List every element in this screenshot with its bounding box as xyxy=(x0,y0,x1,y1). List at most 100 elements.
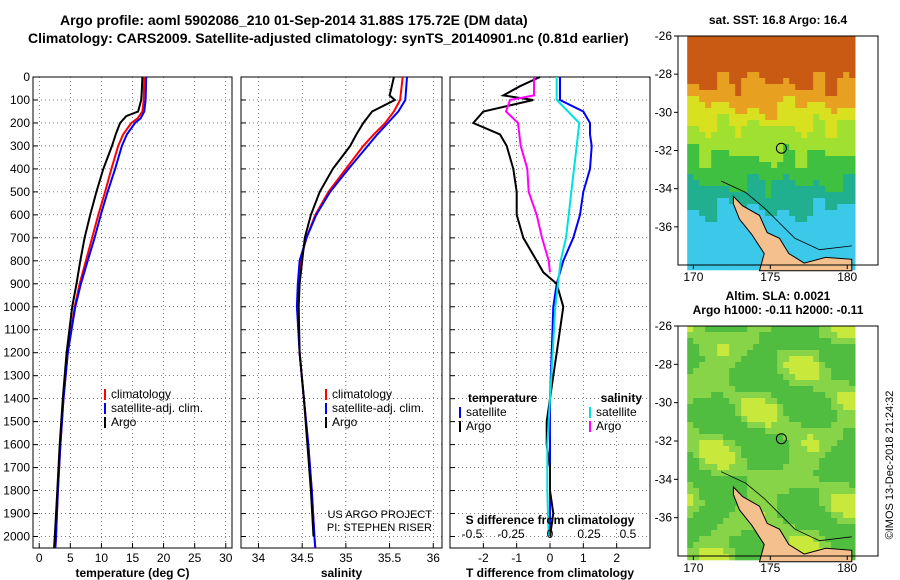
map-cell xyxy=(849,126,856,133)
x-tick-label: 170 xyxy=(683,270,703,284)
map-cell xyxy=(819,476,826,483)
map-cell xyxy=(765,512,772,519)
map-cell xyxy=(687,482,694,489)
map-cell xyxy=(747,114,754,121)
map-cell xyxy=(789,464,796,471)
map-cell xyxy=(837,542,844,549)
map-cell xyxy=(729,168,736,175)
map-cell xyxy=(777,108,784,115)
map-cell xyxy=(765,380,772,387)
map-cell xyxy=(705,392,712,399)
map-cell xyxy=(717,222,724,229)
map-cell xyxy=(711,222,718,229)
y-tick-label: 800 xyxy=(10,254,30,268)
y-tick-label: 1400 xyxy=(3,392,30,406)
map-cell xyxy=(843,422,850,429)
map-cell xyxy=(705,380,712,387)
map-cell xyxy=(711,356,718,363)
map-cell xyxy=(843,186,850,193)
map-cell xyxy=(825,90,832,97)
map-cell xyxy=(717,386,724,393)
map-cell xyxy=(699,380,706,387)
map-cell xyxy=(813,246,820,253)
map-cell xyxy=(765,186,772,193)
map-cell xyxy=(723,90,730,97)
map-cell xyxy=(777,380,784,387)
map-cell xyxy=(783,84,790,91)
map-cell xyxy=(723,252,730,259)
map-cell xyxy=(729,446,736,453)
map-cell xyxy=(717,392,724,399)
map-cell xyxy=(741,144,748,151)
map-cell xyxy=(765,72,772,79)
map-cell xyxy=(747,90,754,97)
map-cell xyxy=(849,386,856,393)
map-cell xyxy=(759,192,766,199)
map-cell xyxy=(759,162,766,169)
map-cell xyxy=(711,422,718,429)
map-cell xyxy=(747,162,754,169)
map-cell xyxy=(771,192,778,199)
map-cell xyxy=(723,332,730,339)
map-cell xyxy=(789,386,796,393)
map-cell xyxy=(807,530,814,537)
x-tick-label: 35 xyxy=(339,551,353,565)
map-cell xyxy=(693,326,700,333)
map-cell xyxy=(735,368,742,375)
map-cell xyxy=(837,204,844,211)
map-cell xyxy=(795,344,802,351)
map-cell xyxy=(699,234,706,241)
map-cell xyxy=(789,180,796,187)
map-cell xyxy=(747,138,754,145)
map-cell xyxy=(765,138,772,145)
map-cell xyxy=(777,198,784,205)
map-cell xyxy=(801,72,808,79)
map-cell xyxy=(693,338,700,345)
y-tick-label: 1200 xyxy=(3,346,30,360)
map-cell xyxy=(765,168,772,175)
map-cell xyxy=(795,102,802,109)
map-cell xyxy=(777,500,784,507)
map-cell xyxy=(693,530,700,537)
map-cell xyxy=(699,78,706,85)
map-cell xyxy=(699,350,706,357)
map-cell xyxy=(825,524,832,531)
map-cell xyxy=(729,234,736,241)
map-cell xyxy=(819,494,826,501)
imos-credit: ©IMOS 13-Dec-2018 21:24:32 xyxy=(884,391,896,540)
map-cell xyxy=(801,332,808,339)
map-cell xyxy=(831,332,838,339)
map-cell xyxy=(699,174,706,181)
map-cell xyxy=(711,446,718,453)
map-cell xyxy=(783,180,790,187)
map-cell xyxy=(723,168,730,175)
map-cell xyxy=(753,108,760,115)
map-cell xyxy=(747,476,754,483)
map-cell xyxy=(789,344,796,351)
map-cell xyxy=(843,500,850,507)
map-cell xyxy=(759,440,766,447)
x-axis-label: salinity xyxy=(321,566,363,580)
map-cell xyxy=(765,114,772,121)
map-cell xyxy=(705,252,712,259)
map-cell xyxy=(735,54,742,61)
legend-title-temperature: temperature xyxy=(468,391,538,405)
sla-map-title: Altim. SLA: 0.0021 xyxy=(726,289,831,303)
map-cell xyxy=(711,156,718,163)
map-cell xyxy=(849,362,856,369)
map-cell xyxy=(747,192,754,199)
plot-frame xyxy=(240,76,443,549)
map-cell xyxy=(825,54,832,61)
map-cell xyxy=(705,458,712,465)
map-cell xyxy=(789,338,796,345)
map-cell xyxy=(843,512,850,519)
map-cell xyxy=(777,84,784,91)
map-cell xyxy=(747,380,754,387)
map-cell xyxy=(693,356,700,363)
map-cell xyxy=(747,198,754,205)
map-cell xyxy=(765,150,772,157)
map-cell xyxy=(801,392,808,399)
map-cell xyxy=(783,96,790,103)
map-cell xyxy=(825,398,832,405)
map-cell xyxy=(729,264,736,271)
